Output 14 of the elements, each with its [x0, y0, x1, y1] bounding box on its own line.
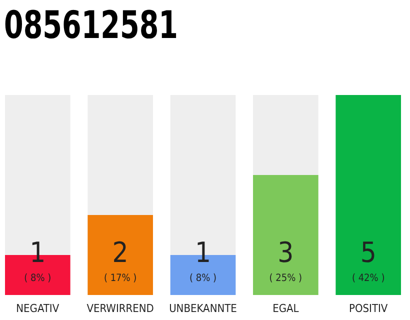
annotation: ( 8% ) — [24, 273, 52, 284]
x-tick-label: EGAL — [272, 302, 300, 315]
annotation: ( 25% ) — [269, 273, 302, 284]
annotation: ( 8% ) — [189, 273, 217, 284]
annotation: ( 17% ) — [104, 273, 137, 284]
chart-title: 085612581 — [4, 3, 218, 47]
x-tick-label: VERWIRREND — [86, 302, 154, 315]
data-label: 5 — [360, 236, 376, 269]
x-tick-label: POSITIV — [349, 302, 388, 315]
data-label: 3 — [278, 236, 294, 269]
x-tick-label: NEGATIV — [16, 302, 60, 315]
annotation: ( 42% ) — [352, 273, 385, 284]
x-tick-label: UNBEKANNTE — [169, 302, 237, 315]
data-label: 2 — [112, 236, 128, 269]
